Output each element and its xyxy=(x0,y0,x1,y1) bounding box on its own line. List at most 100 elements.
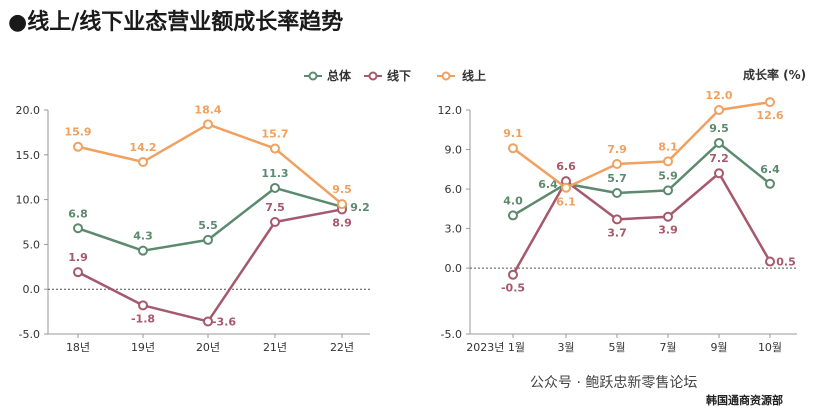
data-label-offline: 3.7 xyxy=(607,226,627,239)
series-line-online xyxy=(77,123,343,206)
data-label-total: 4.3 xyxy=(133,230,153,243)
legend: 总体 线下 线上 xyxy=(304,68,486,83)
data-point-offline xyxy=(714,168,724,179)
y-tick-label: 12.0 xyxy=(438,104,463,117)
data-label-total: 5.5 xyxy=(198,219,218,232)
data-point-total xyxy=(765,178,775,189)
y-tick-label: -5.0 xyxy=(19,328,40,341)
data-label-offline: 3.9 xyxy=(658,224,678,237)
data-point-offline xyxy=(508,269,518,280)
data-label-online: 6.1 xyxy=(556,196,576,209)
y-tick-label: 6.0 xyxy=(445,183,463,196)
legend-item-total: 总体 xyxy=(304,68,352,83)
x-tick-label: 10월 xyxy=(758,341,782,354)
chart-monthly: 12.0 9.0 6.0 3.0 0.0 -5.0 2023년 1월 3월 5월 7월 9월 10월 4… xyxy=(438,89,797,354)
data-label-total: 9.2 xyxy=(350,201,370,214)
legend-item-offline: 线下 xyxy=(364,68,411,83)
data-label-online: 14.2 xyxy=(129,141,156,154)
data-point-total xyxy=(203,234,213,245)
x-tick-label: 3월 xyxy=(557,341,574,354)
data-label-online: 12.0 xyxy=(705,89,732,102)
x-tick-label: 2023년 1월 xyxy=(466,341,525,354)
series-line-online xyxy=(512,100,771,189)
data-label-total: 5.7 xyxy=(607,172,627,185)
data-label-offline: 7.2 xyxy=(709,152,729,165)
data-label-total: 6.4 xyxy=(760,163,780,176)
data-label-online: 9.1 xyxy=(503,127,523,140)
data-point-total xyxy=(508,210,518,221)
data-label-total: 9.5 xyxy=(709,122,729,135)
data-point-online xyxy=(337,199,347,210)
y-tick-label: 20.0 xyxy=(16,104,41,117)
data-point-total xyxy=(612,188,622,199)
data-label-online: 15.7 xyxy=(261,128,288,141)
data-label-online: 7.9 xyxy=(607,143,627,156)
data-label-online: 15.9 xyxy=(64,126,91,139)
y-tick-label: 9.0 xyxy=(445,144,463,157)
legend-label-total: 总体 xyxy=(327,68,352,83)
data-point-online xyxy=(714,105,724,115)
data-label-offline: -3.6 xyxy=(212,315,236,328)
data-point-offline xyxy=(73,267,83,278)
data-label-offline: 6.6 xyxy=(556,160,576,173)
x-tick-label: 7월 xyxy=(659,341,676,354)
y-tick-label: 0.0 xyxy=(445,262,463,275)
data-point-total xyxy=(270,182,280,193)
data-label-total: 6.8 xyxy=(68,207,88,220)
data-label-offline: 0.5 xyxy=(776,256,796,269)
data-label-online: 9.5 xyxy=(332,183,352,196)
data-label-online: 12.6 xyxy=(756,109,783,122)
y-tick-label: -5.0 xyxy=(441,328,462,341)
data-point-total xyxy=(714,137,724,148)
x-tick-label: 22년 xyxy=(330,341,354,354)
x-tick-label: 18년 xyxy=(66,341,90,354)
data-label-total: 4.0 xyxy=(503,194,523,207)
data-point-offline xyxy=(765,256,775,267)
data-point-total xyxy=(73,223,83,234)
data-point-offline xyxy=(138,300,148,311)
series-line-total xyxy=(512,141,771,217)
data-point-online xyxy=(612,159,622,170)
data-point-offline xyxy=(663,211,673,222)
data-point-offline xyxy=(270,217,280,227)
data-point-online xyxy=(270,143,280,154)
legend-label-online: 线上 xyxy=(462,68,486,83)
x-tick-label: 5월 xyxy=(608,341,625,354)
data-point-total xyxy=(138,245,148,256)
data-label-offline: 1.9 xyxy=(68,251,88,264)
data-label-total: 11.3 xyxy=(261,167,288,180)
y-tick-label: 3.0 xyxy=(445,223,463,236)
data-label-offline: 8.9 xyxy=(332,216,352,229)
data-point-online xyxy=(765,97,775,108)
data-point-online xyxy=(138,156,148,167)
legend-label-offline: 线下 xyxy=(387,68,411,83)
data-label-offline: -1.8 xyxy=(131,312,155,325)
data-label-online: 8.1 xyxy=(658,140,678,153)
y-tick-label: 0.0 xyxy=(23,283,41,296)
data-point-online xyxy=(508,143,518,154)
page-title: ●线上/线下业态营业额成长率趋势 xyxy=(8,10,344,35)
data-label-total: 6.4 xyxy=(538,178,558,191)
y-tick-label: 15.0 xyxy=(16,149,41,162)
data-point-offline xyxy=(612,214,622,225)
x-tick-label: 19년 xyxy=(131,341,155,354)
data-point-online xyxy=(73,141,83,152)
x-tick-label: 20년 xyxy=(196,341,220,354)
source-note: 韩国通商资源部 xyxy=(706,394,783,407)
data-point-online xyxy=(203,119,213,130)
data-label-online: 18.4 xyxy=(194,103,221,116)
data-label-total: 5.9 xyxy=(658,169,678,182)
data-point-total xyxy=(663,185,673,196)
y-tick-label: 10.0 xyxy=(16,194,41,207)
data-label-offline: -0.5 xyxy=(501,282,525,295)
series-line-offline xyxy=(511,171,772,276)
y-tick-label: 5.0 xyxy=(23,238,41,251)
data-point-online xyxy=(663,156,673,167)
unit-label: 成长率 (%) xyxy=(743,67,806,82)
x-tick-label: 9월 xyxy=(710,341,727,354)
data-point-offline xyxy=(203,316,213,327)
data-point-online xyxy=(561,182,571,193)
data-label-offline: 7.5 xyxy=(265,201,285,214)
legend-item-online: 线上 xyxy=(437,68,486,83)
